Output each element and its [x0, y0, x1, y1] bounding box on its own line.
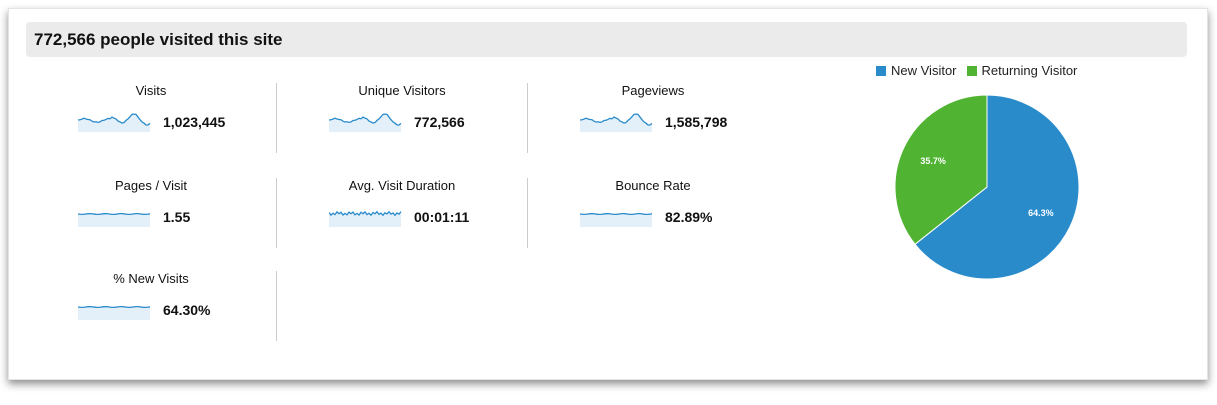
- visitor-pie-chart: 64.3% 35.7%: [894, 94, 1080, 280]
- metric-value: 1,585,798: [665, 114, 728, 130]
- metric-visits[interactable]: Visits 1,023,445: [26, 80, 276, 152]
- sparkline: [580, 113, 653, 132]
- sparkline: [580, 212, 653, 227]
- metric-value: 82.89%: [665, 209, 713, 225]
- metric-divider: [276, 83, 277, 153]
- sparkline: [78, 305, 151, 320]
- metric-divider: [276, 178, 277, 248]
- metric-value: 1.55: [163, 209, 191, 225]
- metric-unique-visitors[interactable]: Unique Visitors 772,566: [277, 80, 527, 152]
- sparkline: [78, 212, 151, 227]
- pie-data-label: 64.3%: [1028, 208, 1054, 218]
- pie-data-label: 35.7%: [920, 156, 946, 166]
- legend-item-returning-visitor[interactable]: Returning Visitor: [966, 63, 1077, 78]
- metric-divider: [276, 271, 277, 341]
- pie-slice-new-visitor[interactable]: [914, 94, 1080, 280]
- metric-value: 1,023,445: [163, 114, 226, 130]
- summary-title: 772,566 people visited this site: [34, 30, 283, 49]
- sparkline: [329, 113, 402, 132]
- pie-legend: New Visitor Returning Visitor: [876, 63, 1077, 78]
- metric-label: Bounce Rate: [615, 178, 691, 193]
- pie-slice-returning-visitor[interactable]: [894, 94, 988, 245]
- metric-label: Unique Visitors: [358, 83, 446, 98]
- metric-divider: [527, 83, 528, 153]
- metric-bounce-rate[interactable]: Bounce Rate 82.89%: [528, 175, 778, 247]
- legend-item-new-visitor[interactable]: New Visitor: [876, 63, 957, 78]
- metric-pageviews[interactable]: Pageviews 1,585,798: [528, 80, 778, 152]
- metric-label: Pages / Visit: [114, 178, 188, 193]
- metric-value: 772,566: [414, 114, 465, 130]
- metric-divider: [527, 178, 528, 248]
- sparkline: [78, 113, 151, 132]
- metric-avg-visit-duration[interactable]: Avg. Visit Duration 00:01:11: [277, 175, 527, 247]
- metric-label: Visits: [135, 83, 167, 98]
- sparkline: [329, 210, 402, 227]
- summary-header: 772,566 people visited this site: [26, 22, 1187, 57]
- metric-pages-visit[interactable]: Pages / Visit 1.55: [26, 175, 276, 247]
- metric-value: 64.30%: [163, 302, 211, 318]
- metric-value: 00:01:11: [414, 209, 470, 225]
- metric-label: Pageviews: [621, 83, 685, 98]
- metric-label: Avg. Visit Duration: [348, 178, 456, 193]
- metric-new-visits[interactable]: % New Visits 64.30%: [26, 268, 276, 340]
- metric-label: % New Visits: [113, 271, 189, 286]
